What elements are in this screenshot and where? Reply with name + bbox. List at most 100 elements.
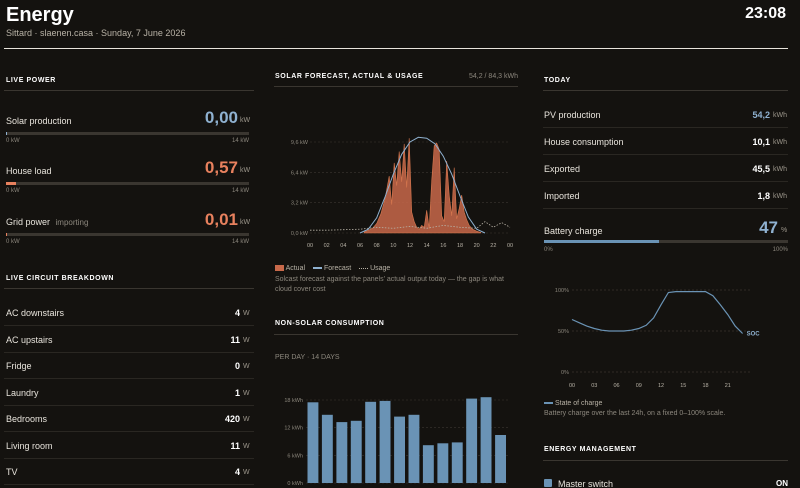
usage-line	[310, 221, 511, 231]
solar-production-value: 0,00	[204, 108, 238, 127]
soc-legend-label: State of charge	[554, 400, 603, 407]
grid-power-unit: kW	[240, 219, 251, 226]
nonsolar-subtitle: PER DAY · 14 DAYS	[275, 354, 340, 361]
circuit-row-divider	[4, 457, 254, 459]
nonsolar-y-tick: 0 kWh	[287, 481, 303, 487]
house-load-label: House load	[6, 166, 52, 176]
nonsolar-bar	[379, 400, 391, 483]
battery-min: 0%	[544, 247, 553, 253]
actual-swatch	[275, 265, 284, 272]
circuit-row-divider	[4, 325, 254, 326]
solar-production-max: 14 kW	[231, 138, 249, 144]
solar-x-tick: 20	[474, 243, 480, 249]
nonsolar-bar	[365, 401, 377, 483]
circuit-unit: W	[243, 310, 250, 317]
nonsolar-bar	[480, 397, 492, 483]
solar-legend: Actual Forecast Usage	[275, 265, 390, 272]
nonsolar-bar	[437, 443, 449, 483]
circuit-row-divider	[4, 484, 254, 485]
circuit-unit: W	[243, 363, 250, 370]
nonsolar-bar	[350, 420, 362, 484]
solar-x-tick: 06	[357, 243, 363, 249]
solar-x-tick: 22	[490, 243, 496, 249]
solar-x-tick: 02	[324, 243, 330, 249]
circuit-label: Fridge	[6, 361, 32, 371]
today-unit: kWh	[773, 193, 787, 200]
battery-value: 47	[759, 218, 778, 237]
today-title: TODAY	[544, 77, 571, 84]
circuit-value: 4	[234, 467, 240, 477]
nonsolar-bar	[422, 445, 434, 483]
solar-y-tick: 0,0 kW	[291, 231, 309, 237]
house-load-bar-fill	[6, 182, 16, 185]
today-row-divider	[543, 181, 788, 182]
today-value: 45,5	[752, 164, 770, 174]
actual-area	[363, 138, 482, 234]
today-unit: kWh	[773, 139, 787, 146]
solar-y-tick: 9,6 kW	[291, 140, 309, 146]
circuit-label: TV	[6, 467, 18, 477]
today-divider	[543, 90, 788, 91]
soc-x-tick: 18	[702, 383, 708, 389]
today-value: 10,1	[752, 137, 770, 147]
soc-end-label: SOC	[747, 331, 761, 337]
today-value: 54,2	[752, 110, 770, 120]
nonsolar-bar	[336, 422, 348, 483]
nonsolar-bar	[451, 442, 463, 483]
battery-label: Battery charge	[544, 226, 603, 236]
solar-production-bar	[6, 132, 249, 135]
nonsolar-bar	[408, 414, 420, 483]
house-load-min: 0 kW	[6, 188, 20, 194]
solar-x-tick: 04	[340, 243, 346, 249]
solar-x-tick: 16	[440, 243, 446, 249]
solar-x-tick: 00	[307, 243, 313, 249]
circuit-value: 11	[230, 440, 240, 451]
master-switch-label[interactable]: Master switch	[558, 479, 614, 488]
nonsolar-bar	[466, 398, 478, 483]
solar-chart-divider	[274, 86, 518, 87]
today-row-divider	[543, 154, 788, 155]
nonsolar-y-tick: 6 kWh	[287, 453, 303, 459]
soc-x-tick: 06	[613, 383, 619, 389]
legend-forecast: Forecast	[323, 265, 352, 272]
solar-y-tick: 3,2 kW	[291, 201, 309, 207]
legend-actual: Actual	[285, 265, 306, 272]
forecast-line	[359, 136, 486, 234]
master-switch-toggle[interactable]	[544, 479, 552, 487]
solar-caption: Solcast forecast against the panels' act…	[275, 276, 504, 293]
live-power-divider	[4, 90, 254, 91]
battery-bar-fill	[544, 240, 659, 243]
today-label: PV production	[544, 110, 601, 120]
soc-x-tick: 12	[658, 383, 664, 389]
solar-chart: 0,0 kW 3,2 kW 6,4 kW 9,6 kW 00 02 04 06 08 10 12 14…	[291, 136, 513, 249]
today-label: Imported	[544, 191, 580, 201]
today-label: Exported	[544, 164, 581, 174]
soc-caption: Battery charge over the last 24h, on a f…	[544, 410, 726, 417]
circuit-value: 1	[234, 387, 240, 398]
today-row-divider	[543, 127, 788, 128]
solar-x-tick: 00	[507, 243, 513, 249]
nonsolar-chart: 0 kWh 6 kWh 12 kWh 18 kWh	[284, 397, 508, 487]
soc-chart: 0% 50% 100% 00 03 06 09 12 15 18 21 SOC	[555, 288, 761, 389]
solar-x-tick: 14	[424, 243, 430, 249]
today-unit: kWh	[773, 112, 787, 119]
grid-power-value: 0,01	[204, 210, 238, 229]
nonsolar-bar	[321, 414, 333, 483]
page-title: Energy	[6, 4, 74, 26]
circuit-row-divider	[4, 378, 254, 379]
soc-legend: State of charge	[544, 400, 602, 407]
soc-x-tick: 00	[569, 383, 575, 389]
circuit-row-divider	[4, 351, 254, 353]
grid-power-note: importing	[55, 218, 89, 227]
forecast-swatch	[312, 267, 322, 270]
management-title: ENERGY MANAGEMENT	[544, 446, 637, 453]
solar-production-min: 0 kW	[6, 138, 20, 144]
solar-production-bar-fill	[6, 132, 7, 135]
circuits-divider	[4, 288, 254, 289]
soc-x-tick: 09	[636, 383, 642, 389]
soc-y-tick: 50%	[558, 329, 569, 335]
management-divider	[543, 460, 788, 461]
master-switch-state[interactable]: ON	[776, 479, 788, 488]
soc-x-tick: 15	[680, 383, 686, 389]
circuit-value: 11	[230, 334, 240, 345]
